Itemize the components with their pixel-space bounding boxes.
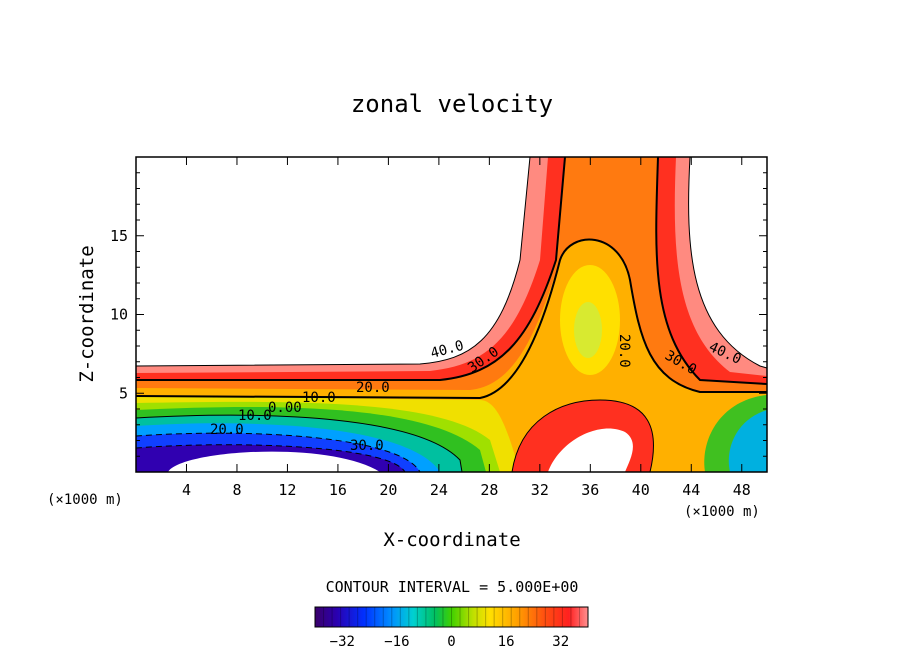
contour-label: 0.00 <box>268 400 302 416</box>
colorbar <box>314 606 589 628</box>
colorbar-tick-label: −16 <box>384 634 409 650</box>
x-axis: 4 8 12 16 20 24 28 32 36 40 44 48 <box>182 157 751 499</box>
contour-line <box>136 238 767 400</box>
contour-line <box>136 444 406 472</box>
contour-label: 20.0 <box>210 422 244 438</box>
x-tick-label: 20 <box>379 481 397 499</box>
contour-interval: CONTOUR INTERVAL = 5.000E+00 <box>326 578 579 596</box>
x-tick-label: 44 <box>682 481 700 499</box>
contour-line <box>511 399 654 472</box>
contour-line <box>136 432 421 472</box>
contour-label: 20.0 <box>616 334 632 368</box>
x-tick-label: 16 <box>329 481 347 499</box>
x-tick-label: 12 <box>278 481 296 499</box>
contour-line <box>136 157 566 381</box>
colorbar-tick-label: 16 <box>498 634 515 650</box>
colorbar-ticks: −32 −16 0 16 32 <box>323 607 580 650</box>
y-tick-label: 10 <box>110 306 128 324</box>
x-units-left: (×1000 m) <box>47 492 123 508</box>
contour-label: 10.0 <box>238 408 272 424</box>
x-tick-label: 8 <box>232 481 241 499</box>
y-tick-label: 5 <box>119 384 128 402</box>
contour-field <box>136 157 767 472</box>
colorbar-tick-label: −32 <box>330 634 355 650</box>
contour-line <box>655 157 767 385</box>
white-cut-bottom <box>168 451 380 472</box>
colorbar-tick-label: 0 <box>447 634 455 650</box>
y-tick-label: 15 <box>110 227 128 245</box>
contour-label: 30.0 <box>350 438 384 454</box>
x-units-right: (×1000 m) <box>684 504 760 520</box>
x-tick-label: 28 <box>480 481 498 499</box>
colorbar-tick-label: 32 <box>552 634 569 650</box>
y-axis: 5 10 15 <box>110 172 767 457</box>
x-tick-label: 32 <box>531 481 549 499</box>
contour-label: 20.0 <box>356 380 390 396</box>
x-axis-label: X-coordinate <box>383 529 520 551</box>
x-tick-label: 40 <box>632 481 650 499</box>
y-axis-label: Z-coordinate <box>76 245 98 382</box>
x-tick-label: 4 <box>182 481 191 499</box>
chart-title: zonal velocity <box>351 90 553 118</box>
right-cyan <box>728 410 767 472</box>
x-tick-label: 24 <box>430 481 448 499</box>
contour-label: 10.0 <box>302 390 336 406</box>
white-hole <box>548 428 633 472</box>
core-light <box>574 302 602 358</box>
contour-line <box>136 414 463 472</box>
x-tick-label: 36 <box>581 481 599 499</box>
contour-line <box>688 157 767 369</box>
contour-line <box>136 157 531 367</box>
x-tick-label: 48 <box>733 481 751 499</box>
